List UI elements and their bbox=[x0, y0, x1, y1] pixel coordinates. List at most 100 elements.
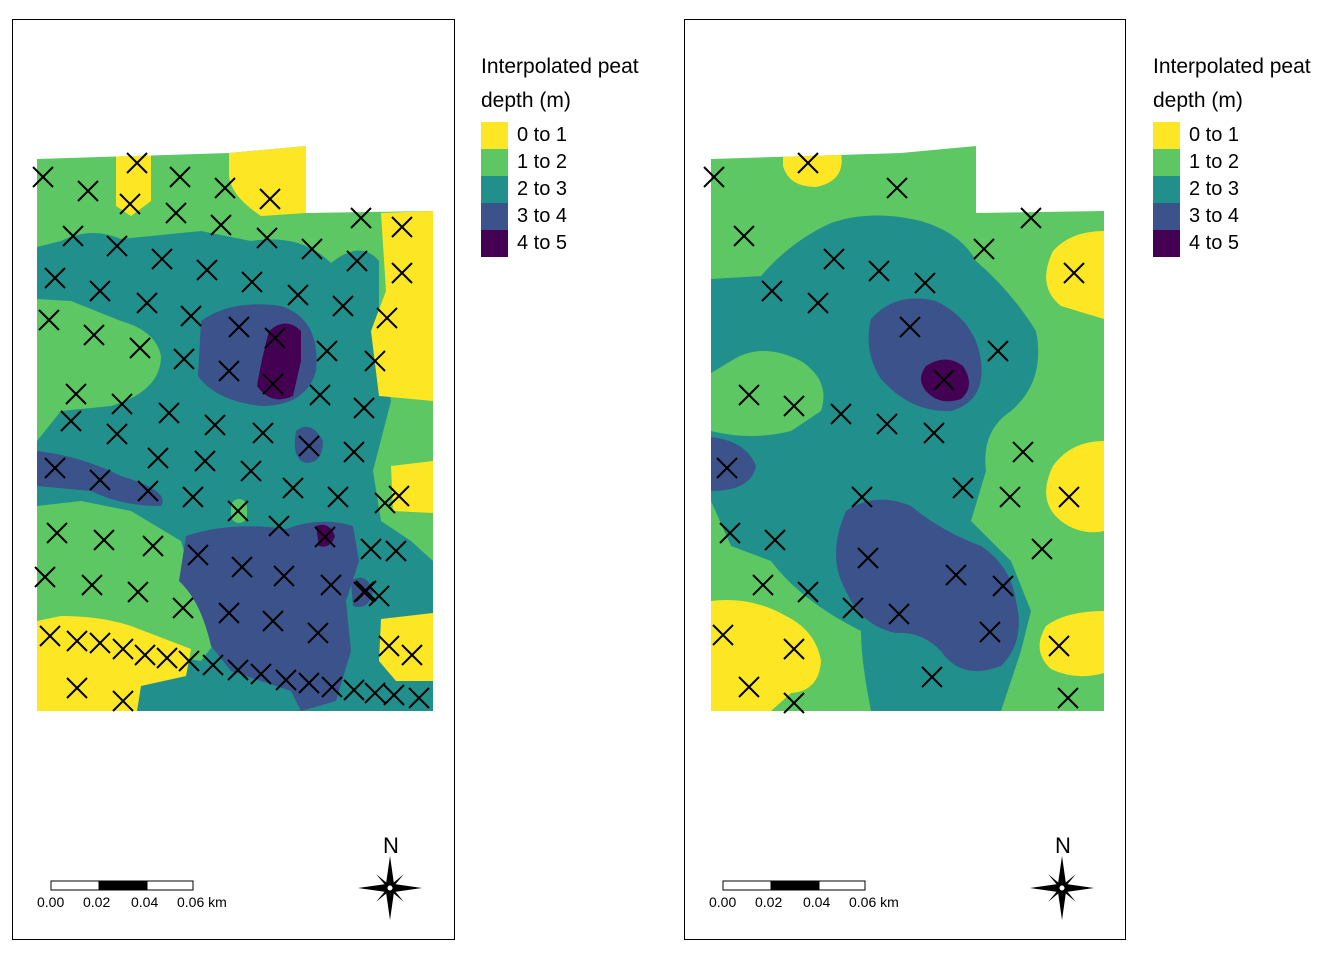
legend-swatch bbox=[481, 176, 508, 203]
legend-item: 1 to 2 bbox=[1153, 149, 1333, 176]
x-marker-icon bbox=[268, 515, 290, 537]
x-marker-icon bbox=[1020, 207, 1042, 229]
x-marker-icon bbox=[194, 450, 216, 472]
x-marker-icon bbox=[738, 676, 760, 698]
legend-label: 4 to 5 bbox=[517, 232, 568, 254]
x-marker-icon bbox=[738, 384, 760, 406]
peat-depth-map-left bbox=[32, 146, 433, 712]
x-marker-icon bbox=[38, 309, 60, 331]
x-marker-icon bbox=[158, 402, 180, 424]
x-marker-icon bbox=[252, 422, 274, 444]
legend-title: Interpolated peat depth (m) bbox=[481, 50, 661, 118]
x-marker-icon bbox=[807, 292, 829, 314]
legend-swatch bbox=[1153, 203, 1180, 230]
x-marker-icon bbox=[408, 687, 430, 709]
x-marker-icon bbox=[987, 340, 1009, 362]
scale-tick-1: 0.02 bbox=[755, 894, 782, 910]
x-marker-icon bbox=[298, 435, 320, 457]
x-marker-icon bbox=[112, 638, 134, 660]
x-marker-icon bbox=[173, 348, 195, 370]
x-marker-icon bbox=[106, 423, 128, 445]
raster-class-3-4 bbox=[37, 304, 373, 711]
x-marker-icon bbox=[830, 403, 852, 425]
scale-tick-1: 0.02 bbox=[83, 894, 110, 910]
x-marker-icon bbox=[973, 238, 995, 260]
legend-label: 3 to 4 bbox=[517, 205, 568, 227]
x-marker-icon bbox=[797, 581, 819, 603]
x-marker-icon bbox=[106, 235, 128, 257]
x-marker-icon bbox=[376, 307, 398, 329]
x-marker-icon bbox=[151, 248, 173, 270]
x-marker-icon bbox=[945, 564, 967, 586]
map-frame bbox=[12, 19, 455, 940]
x-marker-icon bbox=[256, 227, 278, 249]
legend-item: 2 to 3 bbox=[1153, 176, 1333, 203]
x-marker-icon bbox=[178, 650, 200, 672]
x-marker-icon bbox=[368, 585, 390, 607]
x-marker-icon bbox=[719, 522, 741, 544]
x-marker-icon bbox=[703, 166, 725, 188]
x-marker-icon bbox=[355, 580, 377, 602]
x-marker-icon bbox=[214, 177, 236, 199]
scale-tick-3: 0.06 km bbox=[849, 894, 899, 910]
x-marker-icon bbox=[273, 565, 295, 587]
legend-item: 3 to 4 bbox=[481, 203, 661, 230]
x-marker-icon bbox=[187, 544, 209, 566]
x-marker-icon bbox=[888, 603, 910, 625]
x-marker-icon bbox=[112, 690, 134, 712]
x-marker-icon bbox=[350, 207, 372, 229]
x-marker-icon bbox=[196, 259, 218, 281]
north-arrow: N bbox=[358, 833, 422, 920]
raster-class-0-1 bbox=[37, 146, 433, 711]
legend-item: 3 to 4 bbox=[1153, 203, 1333, 230]
legend-label: 0 to 1 bbox=[1189, 124, 1240, 146]
x-marker-icon bbox=[66, 630, 88, 652]
x-marker-icon bbox=[385, 540, 407, 562]
legend-label: 1 to 2 bbox=[1189, 151, 1240, 173]
x-marker-icon bbox=[783, 395, 805, 417]
scale-bar: 0.00 0.02 0.04 0.06 km bbox=[709, 880, 899, 910]
x-marker-icon bbox=[1063, 262, 1085, 284]
legend-item: 1 to 2 bbox=[481, 149, 661, 176]
legend-item: 4 to 5 bbox=[481, 230, 661, 257]
x-marker-icon bbox=[343, 679, 365, 701]
scale-bar-segment bbox=[722, 880, 772, 891]
legend-item: 2 to 3 bbox=[481, 176, 661, 203]
scale-bar-segment bbox=[98, 880, 148, 891]
x-marker-icon bbox=[383, 684, 405, 706]
x-marker-icon bbox=[169, 166, 191, 188]
x-marker-icon bbox=[921, 666, 943, 688]
legend-swatch bbox=[1153, 176, 1180, 203]
sample-points bbox=[32, 152, 430, 712]
x-marker-icon bbox=[857, 547, 879, 569]
legend-title-line2: depth (m) bbox=[1153, 89, 1243, 112]
x-marker-icon bbox=[259, 188, 281, 210]
legend-label: 1 to 2 bbox=[517, 151, 568, 173]
x-marker-icon bbox=[44, 267, 66, 289]
x-marker-icon bbox=[227, 500, 249, 522]
legend-title-line2: depth (m) bbox=[481, 89, 571, 112]
x-marker-icon bbox=[231, 556, 253, 578]
x-marker-icon bbox=[129, 337, 151, 359]
x-marker-icon bbox=[228, 316, 250, 338]
x-marker-icon bbox=[886, 177, 908, 199]
x-marker-icon bbox=[44, 457, 66, 479]
x-marker-icon bbox=[134, 644, 156, 666]
x-marker-icon bbox=[39, 625, 61, 647]
x-marker-icon bbox=[89, 280, 111, 302]
x-marker-icon bbox=[783, 692, 805, 714]
x-marker-icon bbox=[165, 202, 187, 224]
scale-bar-segment bbox=[50, 880, 100, 891]
x-marker-icon bbox=[876, 413, 898, 435]
legend-label: 3 to 4 bbox=[1189, 205, 1240, 227]
x-marker-icon bbox=[34, 566, 56, 588]
legend-swatch bbox=[481, 203, 508, 230]
north-arrow: N bbox=[1030, 833, 1094, 920]
x-marker-icon bbox=[374, 492, 396, 514]
legend-items: 0 to 1 1 to 2 2 to 3 3 to 4 4 to 5 bbox=[1153, 122, 1333, 257]
x-marker-icon bbox=[979, 621, 1001, 643]
x-marker-icon bbox=[89, 632, 111, 654]
x-marker-icon bbox=[752, 574, 774, 596]
x-marker-icon bbox=[307, 622, 329, 644]
x-marker-icon bbox=[89, 469, 111, 491]
